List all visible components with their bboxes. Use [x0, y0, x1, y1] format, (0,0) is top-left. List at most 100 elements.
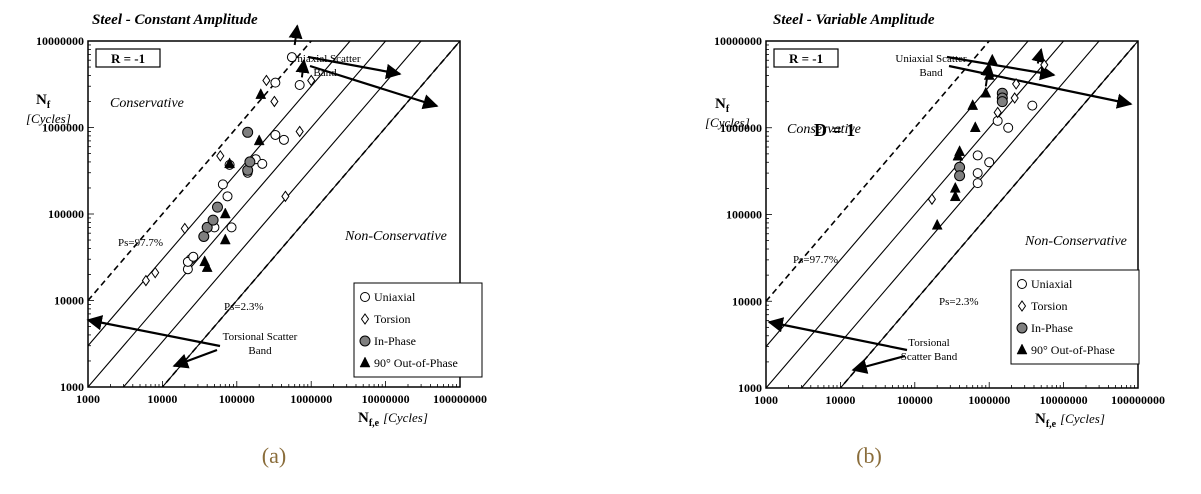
reference-lines [766, 41, 1138, 388]
y-axis-label: Nf [715, 96, 730, 115]
band-arrow [946, 55, 1056, 81]
band-arrow [307, 55, 402, 80]
y-tick-label: 100000 [48, 207, 84, 221]
data-points [927, 53, 1049, 230]
data-point [270, 95, 279, 108]
data-point [257, 158, 268, 169]
data-point [954, 145, 965, 156]
data-point [983, 68, 995, 80]
y-tick-label: 1000000 [720, 121, 762, 135]
legend-label: 90° Out-of-Phase [374, 356, 458, 370]
data-point [216, 149, 225, 162]
sn-chart-a: Steel - Constant Amplitude 1000 10000 10000… [26, 12, 487, 429]
data-point [207, 214, 219, 226]
runout-arrow [295, 58, 310, 78]
conservative-label: Conservative [110, 96, 184, 111]
y-tick-label: 10000 [54, 294, 84, 308]
data-point [1027, 100, 1038, 111]
y-tick-label: 1000 [738, 381, 762, 395]
data-point [270, 77, 281, 88]
ratio-label: R = -1 [111, 51, 145, 66]
non-conservative-label: Non-Conservative [344, 229, 447, 244]
data-point [1012, 78, 1021, 90]
y-axis-unit: [Cycles] [705, 115, 750, 130]
data-point [281, 190, 290, 203]
data-point [244, 156, 256, 168]
x-tick-label: 100000 [219, 392, 255, 406]
x-tick-label: 1000 [76, 392, 100, 406]
legend-label: Torsion [374, 312, 411, 326]
x-tick-label: 1000000 [290, 392, 332, 406]
data-point [201, 261, 213, 272]
legend: Uniaxial Torsion In-Phase 90° Out-of-Phase [353, 282, 483, 378]
y-tick-label: 10000000 [714, 34, 762, 48]
data-point [980, 86, 992, 98]
data-points [141, 52, 316, 287]
y-axis-unit: [Cycles] [26, 111, 71, 126]
data-point [972, 178, 983, 189]
life-factor-line [88, 41, 351, 347]
ratio-box: R = -1 [95, 48, 161, 68]
uniaxial-band-label: Uniaxial Scatter [289, 53, 361, 65]
data-point [954, 170, 966, 182]
legend-marker [360, 292, 370, 302]
legend-label: Torsion [1031, 299, 1068, 313]
y-axis-label: Nf [36, 92, 51, 111]
tick-marks [87, 44, 457, 388]
data-point [255, 88, 267, 99]
legend-box [353, 282, 483, 378]
conservative-label: Conservative [787, 122, 861, 137]
band-arrow [172, 348, 218, 369]
uniaxial-band-label: Band [919, 67, 943, 79]
y-tick-label: 1000000 [42, 121, 84, 135]
band-arrow [851, 354, 906, 374]
data-point [984, 157, 995, 168]
x-axis-label: Nf,e [Cycles] [358, 410, 428, 429]
runout-arrow [1031, 48, 1046, 64]
scatter-bound-line [161, 41, 460, 387]
band-arrow [948, 64, 1133, 109]
x-tick-label: 10000000 [362, 392, 410, 406]
data-point [270, 129, 281, 140]
data-point [224, 157, 235, 169]
life-factor-line [766, 41, 1029, 347]
x-tick-label: 1000 [754, 393, 778, 407]
data-point [278, 134, 289, 145]
data-point [972, 168, 983, 179]
y-tick-label: 1000 [60, 380, 84, 394]
ps-lower-label: Ps=2.3% [224, 301, 264, 313]
runout-arrow [288, 24, 303, 46]
data-point [967, 99, 979, 110]
data-point [211, 201, 223, 213]
data-point [1010, 92, 1019, 104]
scatter-bound-line [839, 41, 1138, 388]
torsional-band-label: Band [248, 345, 272, 357]
legend-label: In-Phase [374, 334, 416, 348]
data-point [253, 134, 265, 146]
data-point [180, 222, 189, 235]
ps-upper-label: Ps=97.7% [118, 237, 163, 249]
legend-marker [1017, 279, 1027, 289]
data-point [294, 79, 305, 90]
data-point [226, 222, 237, 233]
data-point [986, 53, 998, 65]
life-factor-line [88, 41, 387, 387]
caption-a: (a) [261, 443, 287, 468]
x-tick-label: 1000000 [968, 393, 1010, 407]
legend-marker [359, 335, 371, 347]
data-point [286, 52, 297, 63]
ps-upper-label: Ps=97.7% [793, 254, 838, 266]
legend-label: Uniaxial [374, 290, 416, 304]
scatter-bound-line [766, 41, 991, 302]
legend-label: 90° Out-of-Phase [1031, 343, 1115, 357]
data-point [927, 193, 937, 206]
data-point [219, 233, 231, 245]
data-point [949, 181, 961, 193]
legend-label: Uniaxial [1031, 277, 1073, 291]
legend-marker [360, 313, 370, 325]
data-point [931, 218, 943, 230]
non-conservative-label: Non-Conservative [1024, 234, 1127, 249]
y-tick-label: 100000 [726, 208, 762, 222]
legend-marker [1017, 300, 1027, 312]
data-point [972, 150, 983, 161]
